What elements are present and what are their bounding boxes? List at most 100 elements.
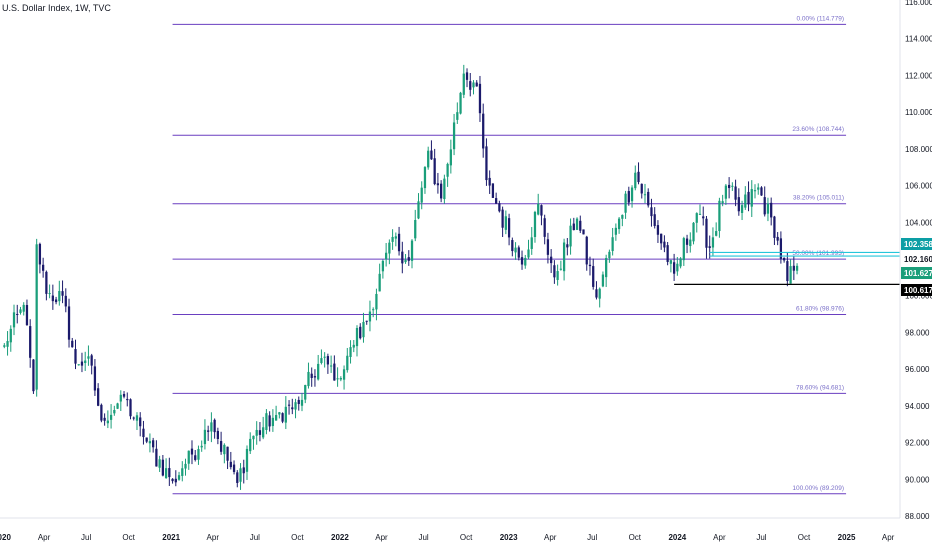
candle-body bbox=[122, 393, 126, 397]
candle-body bbox=[258, 430, 262, 435]
x-tick-label: Apr bbox=[38, 533, 51, 542]
candle-body bbox=[627, 191, 630, 203]
candle-body bbox=[443, 178, 446, 200]
candle-body bbox=[498, 203, 501, 212]
candle-body bbox=[359, 326, 362, 339]
candle-body bbox=[731, 185, 734, 187]
candle-body bbox=[352, 344, 355, 348]
candle-body bbox=[284, 406, 287, 423]
candle-body bbox=[540, 205, 543, 216]
x-tick-label: 2023 bbox=[500, 533, 518, 542]
candle-body bbox=[446, 163, 449, 177]
candle-body bbox=[624, 193, 627, 213]
candle-body bbox=[51, 295, 54, 302]
candle-body bbox=[223, 444, 226, 455]
candle-body bbox=[711, 237, 715, 248]
x-tick-label: 2021 bbox=[162, 533, 180, 542]
candle-body bbox=[106, 420, 109, 424]
candle-body bbox=[139, 417, 142, 427]
candle-body bbox=[566, 244, 569, 248]
x-tick-label: Oct bbox=[291, 533, 304, 542]
candle-body bbox=[142, 428, 145, 438]
candle-body bbox=[317, 363, 320, 380]
time-axis[interactable]: 2020 Apr Jul Oct 2021 Apr Jul Oct 2022 Apr Jul Oct 2… bbox=[0, 517, 900, 542]
y-tick-label: 98.000 bbox=[905, 328, 930, 337]
candle-body bbox=[414, 219, 417, 239]
candle-body bbox=[394, 236, 397, 239]
candle-body bbox=[281, 413, 284, 422]
candle-body bbox=[569, 225, 572, 247]
candle-body bbox=[207, 430, 210, 432]
candle-body bbox=[145, 437, 148, 442]
candle-body bbox=[307, 371, 310, 387]
x-tick-label: Jul bbox=[587, 533, 597, 542]
candle-body bbox=[291, 407, 294, 410]
candle-body bbox=[475, 82, 478, 87]
candle-body bbox=[643, 194, 647, 196]
y-tick-label: 106.000 bbox=[905, 182, 932, 191]
fibonacci-retracement[interactable]: 0.00% (114.779) 23.60% (108.744) 38.20% (1… bbox=[172, 15, 847, 495]
candle-body bbox=[550, 256, 553, 264]
candle-body bbox=[760, 187, 763, 196]
candle-body bbox=[365, 320, 368, 322]
candle-body bbox=[647, 191, 650, 206]
candle-body bbox=[692, 222, 695, 242]
candle-body bbox=[64, 295, 67, 307]
y-tick-label: 116.000 bbox=[905, 0, 932, 7]
candle-body bbox=[362, 321, 365, 338]
candle-body bbox=[242, 467, 245, 474]
candle-body bbox=[245, 448, 249, 472]
candle-body bbox=[462, 73, 465, 95]
candle-body bbox=[770, 202, 773, 218]
candle-body bbox=[472, 82, 475, 88]
candle-body bbox=[313, 376, 317, 378]
y-tick-label: 92.000 bbox=[905, 439, 930, 448]
candle-body bbox=[339, 378, 342, 380]
candle-body bbox=[84, 360, 87, 364]
candle-body bbox=[501, 209, 504, 228]
candle-body bbox=[278, 412, 281, 415]
candle-body bbox=[190, 448, 194, 455]
candle-body bbox=[197, 449, 200, 460]
candle-body bbox=[530, 237, 533, 249]
chart-title: U.S. Dollar Index, 1W, TVC bbox=[2, 3, 111, 13]
candle-body bbox=[262, 427, 265, 438]
candle-body bbox=[698, 213, 702, 215]
candle-body bbox=[391, 236, 394, 242]
candle-body bbox=[12, 312, 16, 328]
candle-body bbox=[795, 265, 799, 271]
candle-body bbox=[203, 429, 207, 445]
candle-body bbox=[42, 264, 45, 271]
candle-body bbox=[592, 266, 595, 287]
price-axis[interactable]: 88.000 90.000 92.000 94.000 96.000 98.000 100.… bbox=[899, 0, 932, 521]
candle-body bbox=[255, 429, 258, 436]
candle-body bbox=[459, 92, 462, 114]
candle-body bbox=[323, 356, 326, 358]
candle-body bbox=[672, 262, 676, 274]
candle-body bbox=[527, 249, 530, 258]
candle-body bbox=[168, 468, 171, 478]
candle-body bbox=[721, 201, 724, 204]
candle-body bbox=[449, 149, 452, 166]
candle-body bbox=[630, 187, 634, 202]
candle-body bbox=[375, 293, 378, 310]
candle-body bbox=[349, 347, 352, 357]
candle-body bbox=[300, 399, 304, 406]
candle-body bbox=[61, 291, 64, 296]
fib-level-label: 78.60% (94.681) bbox=[796, 384, 844, 391]
candle-body bbox=[58, 291, 61, 302]
candle-body bbox=[407, 257, 410, 261]
x-tick-label: Apr bbox=[375, 533, 388, 542]
candle-body bbox=[9, 328, 12, 343]
x-tick-label: Oct bbox=[629, 533, 642, 542]
fib-level-label: 23.60% (108.744) bbox=[792, 126, 844, 133]
candle-body bbox=[617, 218, 621, 230]
candle-body bbox=[685, 238, 689, 245]
candle-body bbox=[507, 218, 511, 238]
candle-body bbox=[3, 345, 6, 347]
candle-body bbox=[727, 184, 731, 189]
candle-body bbox=[588, 264, 592, 267]
candle-body bbox=[653, 214, 656, 226]
candle-body bbox=[119, 394, 122, 402]
